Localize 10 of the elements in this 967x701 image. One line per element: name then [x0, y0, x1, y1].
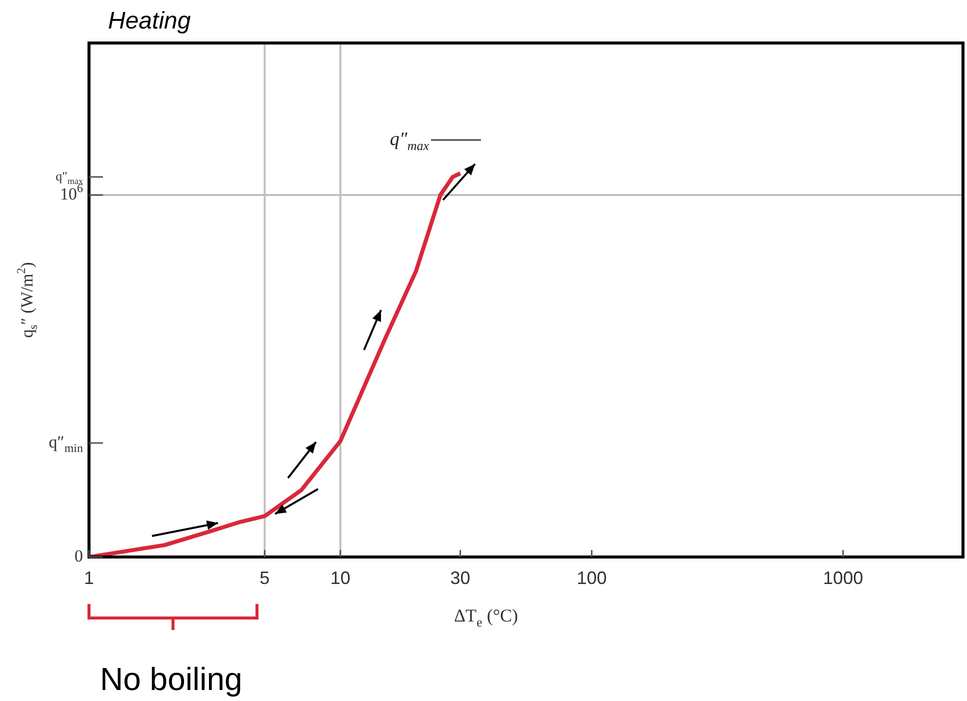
text: No boiling — [100, 660, 242, 697]
y-tick-label: 0 — [74, 546, 83, 566]
x-tick-label: 30 — [450, 568, 470, 588]
x-tick-label: 5 — [260, 568, 270, 588]
x-tick-label: 10 — [330, 568, 350, 588]
x-tick-label: 1 — [84, 568, 94, 588]
x-tick-label: 100 — [576, 568, 607, 588]
x-tick-label: 1000 — [823, 568, 864, 588]
chart-title: Heating — [108, 8, 192, 35]
y-axis-title: qs″ (W/m2) — [14, 262, 40, 338]
